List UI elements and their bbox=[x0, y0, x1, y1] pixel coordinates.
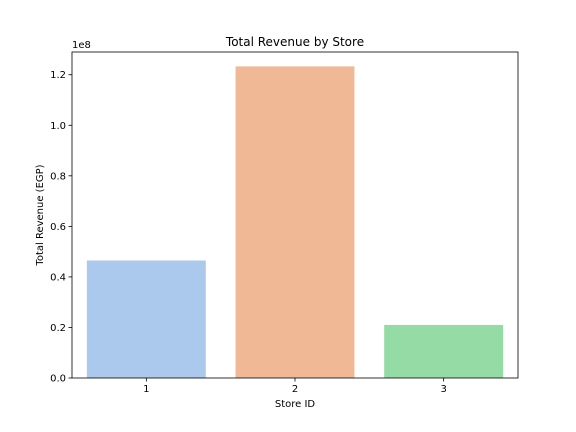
plot-frame bbox=[71, 51, 519, 379]
x-tick-label: 3 bbox=[440, 384, 446, 395]
y-tick-label: 0.0 bbox=[50, 374, 66, 385]
x-tick-label: 2 bbox=[292, 384, 298, 395]
bar-store-3 bbox=[384, 324, 504, 378]
bar-store-1 bbox=[86, 260, 206, 378]
y-axis-offset-label: 1e8 bbox=[72, 40, 91, 51]
y-tick-label: 1.2 bbox=[50, 70, 66, 81]
y-tick-label: 1.0 bbox=[50, 121, 66, 132]
y-axis-ticks: 0.0 0.2 0.4 0.6 0.8 1.0 1.2 bbox=[50, 70, 72, 385]
x-axis-label: Store ID bbox=[275, 399, 316, 410]
y-tick-label: 0.2 bbox=[50, 323, 66, 334]
y-tick-label: 0.4 bbox=[50, 272, 66, 283]
bars-group bbox=[86, 66, 504, 378]
y-tick-label: 0.6 bbox=[50, 222, 66, 233]
y-axis-label: Total Revenue (EGP) bbox=[35, 164, 46, 266]
x-axis-ticks: 1 2 3 bbox=[143, 378, 447, 395]
y-tick-label: 0.8 bbox=[50, 171, 66, 182]
chart-title: Total Revenue by Store bbox=[225, 35, 364, 49]
bar-store-2 bbox=[235, 66, 355, 378]
x-tick-label: 1 bbox=[143, 384, 149, 395]
